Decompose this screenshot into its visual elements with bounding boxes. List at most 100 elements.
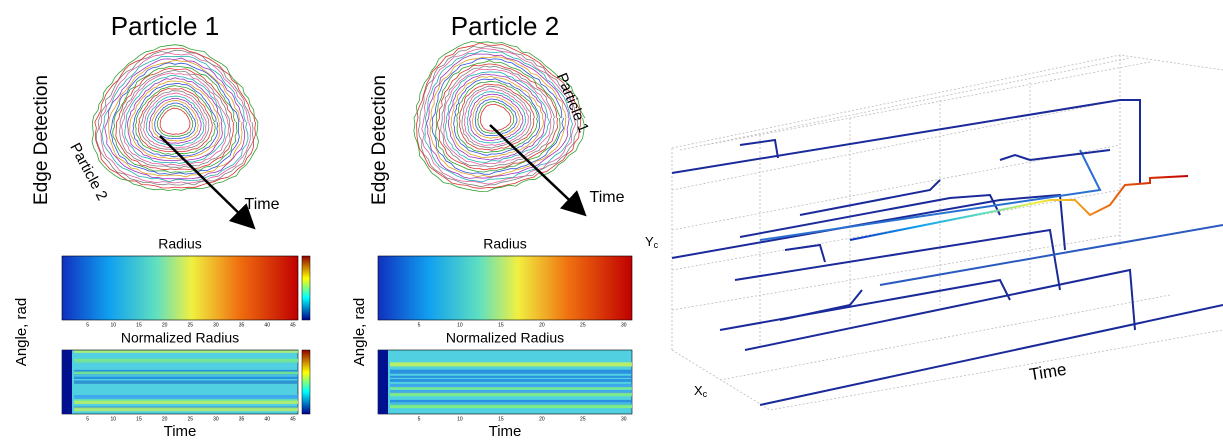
trajectory — [879, 224, 1223, 286]
heatmap-stripe — [390, 383, 632, 388]
edge-contour — [471, 95, 521, 139]
edge-contour — [469, 93, 524, 141]
heatmap-title: Normalized Radius — [446, 330, 564, 346]
trajectory — [739, 138, 779, 159]
edge-contour — [480, 103, 512, 132]
x-tick-label: 40 — [264, 322, 270, 328]
heatmap-stripe — [390, 403, 632, 406]
plot-3d: Yc Xc Time — [645, 54, 1223, 411]
edge-contour — [461, 85, 532, 149]
x-tick-label: 45 — [290, 416, 296, 422]
trajectory — [744, 268, 1136, 351]
edge-contour — [94, 47, 257, 189]
particle-panel: Particle 2 Edge Detection Particle 1 Time Ra… — [351, 11, 633, 440]
heatmap-stripe — [390, 386, 632, 390]
heatmap-stripe — [74, 399, 298, 402]
box-edge — [671, 54, 1223, 411]
heatmap-title: Radius — [483, 236, 527, 252]
edge-contour — [115, 68, 235, 171]
x-tick-label: 5 — [418, 322, 421, 328]
y-axis-label: Yc — [645, 234, 659, 250]
edge-contour — [132, 82, 219, 158]
edge-contour — [466, 91, 527, 144]
x-tick-label: 10 — [111, 322, 117, 328]
x-axis-label: Xc — [694, 383, 708, 399]
colorbar — [301, 349, 311, 415]
heatmap-stripe — [74, 401, 298, 405]
side-label: Edge Detection — [31, 75, 52, 205]
trajectory — [759, 149, 1102, 241]
x-tick-label: 40 — [264, 416, 270, 422]
edge-contour — [91, 44, 259, 192]
x-tick-label: 5 — [86, 322, 89, 328]
trajectory — [784, 243, 826, 263]
x-axis-label: Time — [489, 423, 522, 440]
time-axis-label: Time — [1028, 360, 1068, 385]
x-tick-label: 25 — [187, 322, 193, 328]
heatmap-stripe — [74, 350, 298, 353]
x-tick-label: 15 — [498, 322, 504, 328]
heatmap-edge — [378, 350, 388, 414]
x-tick-label: 20 — [539, 416, 545, 422]
edge-contour — [435, 60, 562, 173]
edge-contour — [139, 90, 210, 150]
edge-contour — [143, 92, 207, 149]
trajectory — [719, 278, 1011, 331]
edge-contour — [145, 95, 205, 147]
heatmap-title: Radius — [158, 236, 202, 252]
edge-contour — [159, 107, 191, 135]
trajectory — [671, 99, 1141, 183]
edge-contour — [151, 100, 199, 142]
edge-contour — [440, 65, 555, 168]
x-tick-label: 20 — [162, 322, 168, 328]
edge-contour — [95, 49, 254, 186]
x-tick-label: 20 — [162, 416, 168, 422]
heatmap — [377, 349, 633, 415]
particle-panel: Particle 1 Edge Detection Particle 2 Time Ra… — [13, 11, 311, 440]
heatmap-stripe — [390, 363, 632, 367]
heatmap-stripe — [390, 375, 632, 378]
x-tick-label: 20 — [539, 322, 545, 328]
trajectory-color — [849, 175, 1189, 241]
x-tick-label: 15 — [498, 416, 504, 422]
contour-label: Particle 2 — [66, 140, 110, 203]
x-tick-label: 10 — [457, 322, 463, 328]
x-tick-label: 35 — [239, 416, 245, 422]
edge-contour — [104, 57, 246, 180]
trajectory — [734, 228, 1061, 291]
heatmap — [377, 255, 633, 321]
trajectory — [799, 179, 941, 216]
x-tick-label: 25 — [580, 416, 586, 422]
y-axis-label: Angle, rad — [13, 298, 30, 366]
edge-contour — [442, 68, 552, 166]
heatmap-stripe — [74, 358, 298, 363]
x-tick-label: 5 — [86, 416, 89, 422]
y-axis-label: Angle, rad — [351, 298, 368, 366]
edge-contour — [429, 56, 567, 178]
heatmap-edge — [62, 350, 72, 414]
trajectory — [999, 149, 1111, 161]
edge-contour — [474, 98, 518, 137]
panel-title: Particle 2 — [451, 11, 559, 41]
arrow-label: Time — [590, 189, 625, 206]
edge-contour — [424, 50, 573, 183]
heatmap-stripe — [390, 399, 632, 403]
heatmap-stripe — [74, 380, 298, 384]
arrow-label: Time — [245, 196, 280, 213]
time-arrow — [489, 124, 587, 217]
edge-contour — [124, 75, 226, 164]
side-label: Edge Detection — [369, 75, 390, 205]
x-tick-label: 30 — [213, 322, 219, 328]
edge-contour — [416, 42, 582, 189]
x-tick-label: 10 — [457, 416, 463, 422]
edge-contour — [119, 69, 232, 169]
x-tick-label: 5 — [418, 416, 421, 422]
x-tick-label: 25 — [580, 322, 586, 328]
edge-contour — [109, 62, 240, 175]
heatmap-stripe — [74, 371, 298, 375]
contour-label: Particle 1 — [553, 71, 592, 135]
edge-contour — [418, 45, 579, 188]
edge-contour — [437, 63, 559, 171]
heatmap-stripe — [390, 390, 632, 394]
